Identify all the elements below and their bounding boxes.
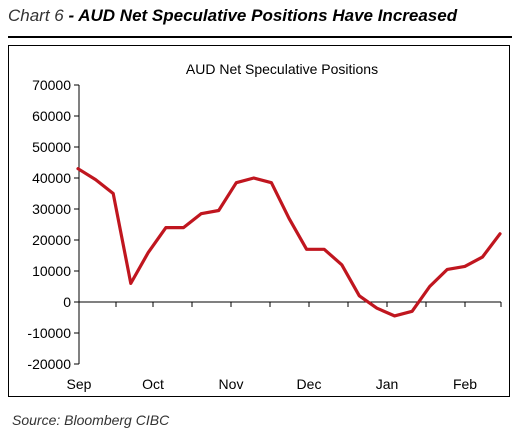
data-point — [376, 307, 378, 309]
y-tick-label: -10000 — [27, 325, 71, 341]
data-point — [429, 285, 431, 288]
x-tick-label: Sep — [67, 376, 92, 392]
data-point — [323, 248, 325, 250]
plot-title: AUD Net Speculative Positions — [186, 61, 378, 77]
data-point — [182, 227, 185, 229]
data-point — [464, 265, 466, 267]
axes: 70000 60000 50000 40000 30000 20000 10000 0 -100… — [27, 77, 502, 392]
data-point — [446, 268, 448, 270]
y-tick-label: 60000 — [32, 108, 71, 124]
chart-number: Chart 6 — [8, 6, 64, 25]
chart-separator: - — [63, 6, 79, 25]
data-point — [165, 227, 167, 229]
data-point — [358, 295, 360, 297]
y-tick-label: -20000 — [27, 356, 71, 372]
data-point — [112, 192, 114, 195]
chart-heading-title: AUD Net Speculative Positions Have Incre… — [78, 6, 458, 25]
x-tick-label: Dec — [297, 376, 322, 392]
chart-frame — [8, 45, 510, 397]
data-point — [95, 179, 97, 181]
data-point — [393, 315, 396, 317]
data-point — [288, 217, 290, 219]
data-point — [306, 248, 308, 250]
y-tick-label: 30000 — [32, 201, 71, 217]
x-tick-label: Oct — [142, 376, 164, 392]
data-point — [499, 233, 501, 235]
data-point — [147, 251, 149, 253]
y-tick-label: 10000 — [32, 263, 71, 279]
data-point — [235, 182, 237, 184]
series-layer — [76, 167, 502, 318]
y-tick-label: 50000 — [32, 139, 71, 155]
data-point — [481, 256, 483, 258]
x-tick-label: Nov — [219, 376, 244, 392]
data-point — [130, 282, 132, 284]
data-point — [200, 213, 202, 215]
data-point — [411, 310, 413, 312]
data-point — [77, 168, 79, 170]
series-line — [76, 167, 502, 318]
data-point — [341, 264, 343, 266]
source-note: Source: Bloomberg CIBC — [12, 412, 170, 428]
y-tick-label: 0 — [63, 294, 71, 310]
y-tick-label: 40000 — [32, 170, 71, 186]
data-point — [253, 177, 255, 179]
y-tick-label: 20000 — [32, 232, 71, 248]
x-tick-label: Feb — [453, 376, 477, 392]
data-point — [218, 209, 220, 212]
heading-rule — [8, 36, 512, 38]
chart-heading: Chart 6 - AUD Net Speculative Positions … — [8, 6, 457, 26]
y-tick-label: 70000 — [32, 77, 71, 93]
x-tick-label: Jan — [376, 376, 399, 392]
data-point — [270, 182, 272, 184]
